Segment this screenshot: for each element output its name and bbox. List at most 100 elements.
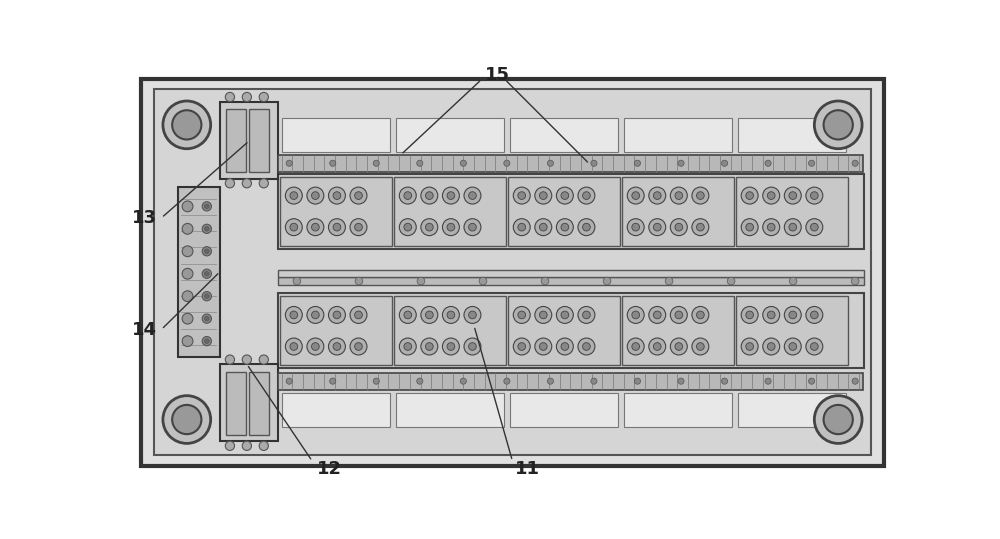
Circle shape	[746, 311, 754, 319]
Circle shape	[182, 246, 193, 257]
Bar	[736, 296, 848, 365]
Circle shape	[678, 160, 684, 167]
Bar	[249, 372, 269, 435]
Circle shape	[653, 192, 661, 199]
Circle shape	[697, 311, 704, 319]
Circle shape	[603, 277, 611, 285]
Circle shape	[547, 378, 553, 384]
Circle shape	[202, 247, 211, 256]
Circle shape	[789, 192, 797, 199]
Circle shape	[561, 192, 569, 199]
Bar	[249, 108, 269, 172]
Circle shape	[697, 343, 704, 350]
Bar	[622, 177, 734, 246]
Circle shape	[627, 219, 644, 236]
Circle shape	[810, 343, 818, 350]
Circle shape	[464, 187, 481, 204]
Circle shape	[518, 192, 526, 199]
Circle shape	[765, 378, 771, 384]
Circle shape	[697, 192, 704, 199]
Bar	[280, 296, 392, 365]
Circle shape	[789, 343, 797, 350]
Circle shape	[678, 378, 684, 384]
Circle shape	[404, 311, 412, 319]
Circle shape	[692, 219, 709, 236]
Bar	[510, 393, 618, 427]
Circle shape	[355, 343, 362, 350]
Circle shape	[763, 219, 780, 236]
Bar	[394, 296, 506, 365]
Circle shape	[518, 311, 526, 319]
Circle shape	[741, 307, 758, 323]
Circle shape	[469, 343, 476, 350]
Circle shape	[285, 338, 302, 355]
Circle shape	[763, 187, 780, 204]
Circle shape	[649, 187, 666, 204]
Bar	[508, 177, 620, 246]
Circle shape	[852, 378, 858, 384]
Bar	[624, 118, 732, 153]
Circle shape	[242, 92, 251, 102]
Circle shape	[556, 307, 573, 323]
Circle shape	[425, 223, 433, 231]
Circle shape	[697, 223, 704, 231]
Circle shape	[442, 307, 459, 323]
Circle shape	[535, 187, 552, 204]
Bar	[738, 393, 846, 427]
Circle shape	[330, 160, 336, 167]
Circle shape	[513, 187, 530, 204]
Circle shape	[259, 178, 268, 188]
Text: 11: 11	[515, 460, 540, 478]
Circle shape	[578, 307, 595, 323]
Circle shape	[355, 277, 363, 285]
Circle shape	[421, 307, 438, 323]
Circle shape	[789, 277, 797, 285]
Circle shape	[810, 192, 818, 199]
Circle shape	[583, 192, 590, 199]
Circle shape	[810, 311, 818, 319]
Circle shape	[809, 160, 815, 167]
Circle shape	[307, 307, 324, 323]
Circle shape	[286, 378, 292, 384]
Circle shape	[205, 316, 209, 321]
Bar	[220, 102, 278, 179]
Bar	[282, 393, 390, 427]
Circle shape	[182, 336, 193, 347]
Circle shape	[578, 187, 595, 204]
Circle shape	[721, 378, 728, 384]
Circle shape	[765, 160, 771, 167]
Circle shape	[350, 307, 367, 323]
Circle shape	[556, 219, 573, 236]
Bar	[622, 296, 734, 365]
Circle shape	[399, 307, 416, 323]
Circle shape	[653, 343, 661, 350]
Circle shape	[205, 226, 209, 231]
Circle shape	[328, 187, 345, 204]
Text: 14: 14	[132, 321, 157, 338]
Circle shape	[814, 101, 862, 149]
Circle shape	[312, 223, 319, 231]
Bar	[226, 108, 246, 172]
Circle shape	[202, 336, 211, 345]
Circle shape	[767, 223, 775, 231]
Circle shape	[561, 343, 569, 350]
Circle shape	[469, 223, 476, 231]
Circle shape	[513, 338, 530, 355]
Circle shape	[182, 291, 193, 302]
Circle shape	[290, 192, 298, 199]
Circle shape	[535, 219, 552, 236]
Circle shape	[285, 307, 302, 323]
Circle shape	[202, 202, 211, 211]
Circle shape	[330, 378, 336, 384]
Circle shape	[539, 343, 547, 350]
Bar	[278, 174, 864, 248]
Circle shape	[333, 343, 341, 350]
Circle shape	[425, 343, 433, 350]
Circle shape	[447, 223, 455, 231]
Circle shape	[784, 307, 801, 323]
Bar	[396, 393, 504, 427]
Circle shape	[809, 378, 815, 384]
Circle shape	[373, 378, 379, 384]
Circle shape	[627, 338, 644, 355]
Circle shape	[784, 219, 801, 236]
